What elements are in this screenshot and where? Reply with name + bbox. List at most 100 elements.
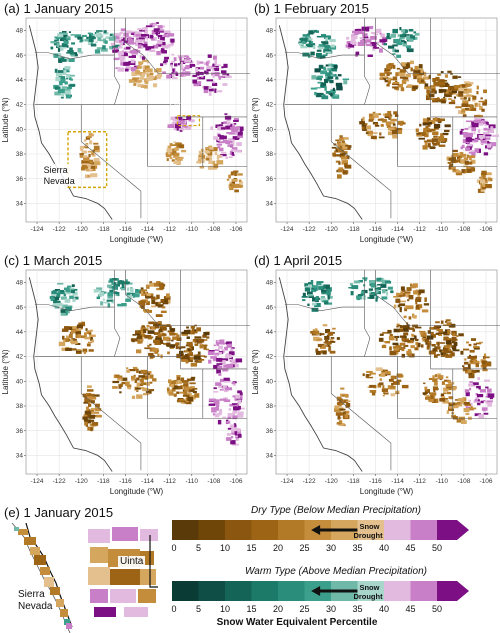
snow-drought-label-2: Drought <box>353 592 383 601</box>
x-tick-label: -118 <box>97 226 110 233</box>
x-tick-label: -124 <box>31 478 44 485</box>
x-tick-label: -108 <box>457 226 470 233</box>
colorbar-swatch <box>410 520 438 540</box>
map-panel-b: -124 -122 -120 -118 -116 -114 -112 -110 -108 -106… <box>251 17 500 244</box>
y-tick-label: 40 <box>266 126 274 133</box>
colorbar-tick-label: 35 <box>352 543 362 553</box>
y-tick-label: 38 <box>16 151 24 158</box>
snow-drought-label-2: Drought <box>353 531 383 540</box>
uinta-box <box>176 115 201 127</box>
x-tick-label: -114 <box>391 226 404 233</box>
colorbar-tick-label: 30 <box>326 543 336 553</box>
colorbar-tick-label: 5 <box>196 604 201 614</box>
y-tick-label: 44 <box>266 329 274 336</box>
x-tick-label: -112 <box>413 226 426 233</box>
y-tick-label: 42 <box>266 354 274 361</box>
colorbar-tick-label: 30 <box>326 604 336 614</box>
sierra-label-line2: Nevada <box>44 176 75 186</box>
y-axis-label: Latitude (°N) <box>251 97 260 142</box>
inset-uinta-label: Uinta <box>118 556 146 567</box>
x-tick-label: -112 <box>163 478 176 485</box>
axis-ticks: -124 -122 -120 -118 -116 -114 -112 -110 -108 -106… <box>16 280 243 485</box>
panel-d: (d) 1 April 2015 -124 -122 -120 -118 -116 -11… <box>250 252 500 500</box>
colorbar-swatch <box>384 581 411 601</box>
x-tick-label: -122 <box>53 226 66 233</box>
x-tick-label: -116 <box>119 226 132 233</box>
y-tick-label: 40 <box>16 126 24 133</box>
colorbar-swatch <box>357 581 385 601</box>
uinta-label: Uinta <box>170 100 191 110</box>
x-tick-label: -124 <box>31 226 44 233</box>
y-tick-label: 46 <box>16 52 24 59</box>
x-tick-label: -124 <box>281 226 294 233</box>
y-axis-label: Latitude (°N) <box>1 349 10 394</box>
map-panel-d: -124 -122 -120 -118 -116 -114 -112 -110 -108 -106… <box>251 269 500 496</box>
y-axis-label: Latitude (°N) <box>251 349 260 394</box>
x-tick-label: -120 <box>325 226 338 233</box>
y-tick-label: 36 <box>266 176 274 183</box>
x-tick-label: -120 <box>325 478 338 485</box>
boundaries <box>28 270 250 472</box>
y-tick-label: 36 <box>16 176 24 183</box>
sierra-inset-map <box>4 523 84 633</box>
x-tick-label: -124 <box>281 478 294 485</box>
x-tick-label: -114 <box>141 478 154 485</box>
gridlines <box>276 18 497 222</box>
y-tick-label: 48 <box>16 28 24 35</box>
x-axis-label: Longitude (°W) <box>360 235 414 244</box>
colorbar-swatch <box>278 520 305 540</box>
y-tick-label: 34 <box>266 453 274 460</box>
colorbar-swatch <box>357 520 385 540</box>
x-tick-label: -108 <box>207 226 220 233</box>
boundaries <box>278 18 500 220</box>
colorbar-tick-label: 15 <box>246 543 256 553</box>
dry-colorbar-title: Dry Type (Below Median Precipitation) <box>251 505 421 516</box>
y-tick-label: 38 <box>266 403 274 410</box>
y-tick-label: 36 <box>266 428 274 435</box>
y-tick-label: 36 <box>16 428 24 435</box>
colorbar-tick-label: 25 <box>299 543 309 553</box>
colorbar-tick-label: 0 <box>171 604 176 614</box>
colorbar-tick-label: 5 <box>196 543 201 553</box>
x-axis-label: Longitude (°W) <box>110 235 164 244</box>
y-tick-label: 44 <box>16 329 24 336</box>
map-panel-a: -124 -122 -120 -118 -116 -114 -112 -110 -108 -106… <box>1 17 250 244</box>
panel-title: (a) 1 January 2015 <box>4 1 114 16</box>
colorbar-swatch <box>251 581 279 601</box>
x-axis-label: Longitude (°W) <box>110 487 164 496</box>
x-tick-label: -118 <box>347 226 360 233</box>
x-tick-label: -120 <box>75 478 88 485</box>
x-tick-label: -106 <box>479 478 492 485</box>
y-tick-label: 42 <box>266 102 274 109</box>
y-tick-label: 44 <box>16 77 24 84</box>
y-tick-label: 34 <box>16 201 24 208</box>
x-axis-label: Longitude (°W) <box>360 487 414 496</box>
sierra-nevada-box <box>67 131 108 189</box>
swe-percentile-cells <box>298 26 499 193</box>
x-tick-label: -110 <box>185 478 198 485</box>
x-tick-label: -108 <box>457 478 470 485</box>
x-tick-label: -110 <box>435 226 448 233</box>
x-tick-label: -122 <box>303 226 316 233</box>
y-tick-label: 46 <box>266 304 274 311</box>
colorbar-swatch <box>251 520 279 540</box>
y-tick-label: 46 <box>16 304 24 311</box>
panel-title: (c) 1 March 2015 <box>4 253 103 268</box>
x-tick-label: -114 <box>391 478 404 485</box>
swe-percentile-cells <box>49 278 245 446</box>
colorbar-swatch <box>225 581 252 601</box>
colorbar-swatch <box>410 581 438 601</box>
colorbar-tick-label: 20 <box>273 543 283 553</box>
colorbar-swatch <box>172 581 199 601</box>
x-tick-label: -112 <box>413 478 426 485</box>
y-tick-label: 34 <box>266 201 274 208</box>
y-tick-label: 40 <box>16 378 24 385</box>
colorbar-axis-label: Snow Water Equivalent Percentile <box>216 617 378 628</box>
x-tick-label: -116 <box>369 478 382 485</box>
x-tick-label: -106 <box>229 478 242 485</box>
panel-title: (d) 1 April 2015 <box>254 253 343 268</box>
axis-ticks: -124 -122 -120 -118 -116 -114 -112 -110 -108 -106… <box>266 280 493 485</box>
panel-e-title: (e) 1 January 2015 <box>4 505 114 520</box>
x-tick-label: -118 <box>97 478 110 485</box>
